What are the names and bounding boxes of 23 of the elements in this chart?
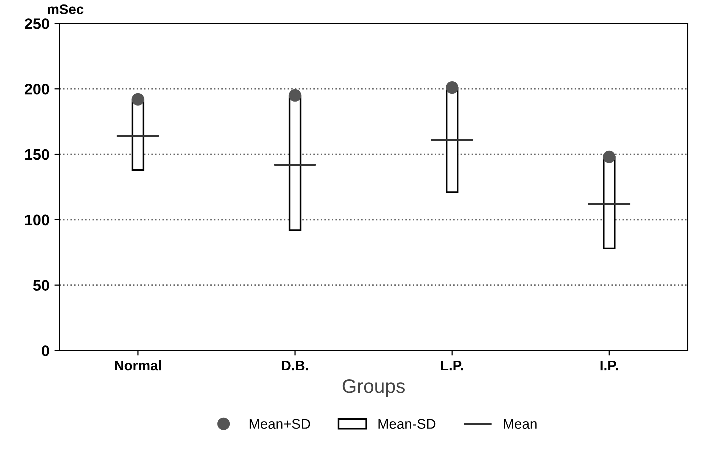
legend-label: Mean-SD — [378, 419, 436, 430]
x-axis-title: Groups — [342, 380, 405, 398]
bar — [288, 94, 302, 232]
y-tick-label: 50 — [33, 280, 50, 292]
y-tick-label: 0 — [42, 346, 50, 356]
y-tick-label: 100 — [25, 214, 50, 226]
point — [603, 150, 616, 164]
point — [132, 93, 144, 106]
legend-label: Mean — [504, 419, 537, 430]
y-tick-label: 250 — [24, 18, 50, 30]
point — [289, 89, 302, 102]
y-tick-label: 150 — [25, 149, 50, 160]
point — [446, 82, 459, 94]
bar — [446, 86, 459, 194]
x-tick-label: Normal — [115, 360, 162, 371]
x-tick-label: D.B. — [282, 360, 308, 371]
x-tick-label: L.P. — [441, 360, 464, 371]
bar — [132, 98, 145, 172]
bar — [603, 156, 616, 250]
y-tick-label: 200 — [24, 84, 50, 95]
x-tick-label: I.P. — [600, 360, 618, 371]
y-axis-title: mSec — [48, 4, 84, 14]
legend-label: Mean+SD — [250, 419, 310, 430]
